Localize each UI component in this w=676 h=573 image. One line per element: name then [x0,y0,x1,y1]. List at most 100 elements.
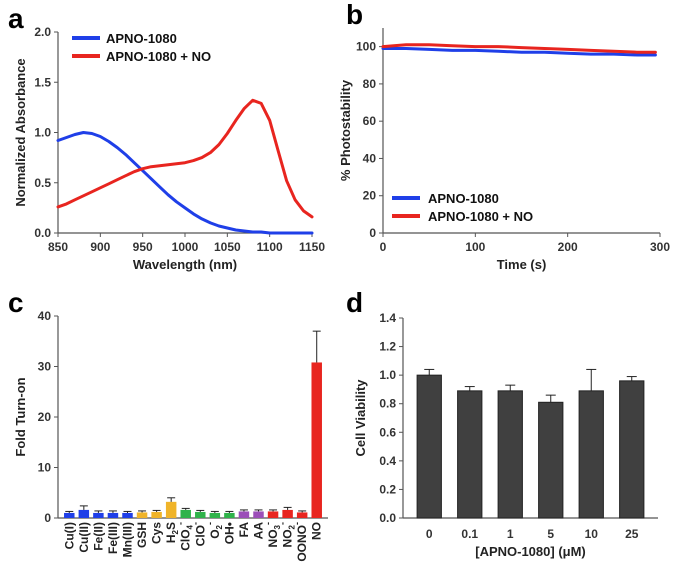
y-tick-label: 0.0 [34,226,51,240]
x-axis-label: Time (s) [497,257,547,272]
category-label: 10 [585,527,599,541]
category-label: ClO- [190,522,207,546]
panel-c: 0 10 20 30 40 Fold Turn-on Cu(I) Cu(II) Fe(II) Fe… [13,309,328,562]
panel-letter-a: a [8,3,24,34]
y-axis-label: % Photostability [338,79,353,181]
category-label: AA [252,522,266,540]
y-tick-label: 20 [38,410,52,424]
category-label: FA [237,522,251,538]
y-axis-label: Fold Turn-on [13,377,28,456]
bar [64,512,75,518]
bar [578,390,604,519]
bar [497,390,523,519]
bar [136,512,148,518]
category-label: GSH [135,522,149,548]
category-label: 1 [507,527,514,541]
bar [311,362,322,518]
category-label: Cu(I) [62,522,76,549]
y-tick-label: 40 [38,309,52,323]
y-tick-label: 0.0 [379,511,396,525]
legend-label: APNO-1080 [106,31,177,46]
y-tick-label: 0.4 [379,454,396,468]
category-label: 0.1 [461,527,478,541]
category-label: OONO- [292,522,309,562]
x-tick-label: 1100 [257,240,283,254]
y-tick-label: 40 [363,151,377,165]
category-label: NO2- [278,522,297,547]
series-line-2 [56,98,314,219]
bar [209,512,221,518]
panel-letter-d: d [346,287,363,318]
category-label: Cu(II) [77,522,91,553]
category-label: O2- [205,522,224,539]
x-tick-label: 300 [650,240,670,254]
legend-label: APNO-1080 [428,191,499,206]
y-tick-label: 1.0 [34,126,51,140]
panel-a: 0.0 0.5 1.0 1.5 2.0 850 900 950 1000 1050 1100 1150… [13,25,325,272]
category-label: NO3- [263,522,282,547]
y-tick-label: 100 [356,40,376,54]
y-tick-label: 0.6 [379,425,396,439]
bar [165,501,177,518]
category-label: 0 [426,527,433,541]
bar [78,509,90,518]
legend-label: APNO-1080 + NO [106,49,211,64]
y-axis-label: Normalized Absorbance [13,58,28,206]
bar [267,511,279,518]
x-tick-label: 200 [558,240,578,254]
bar [238,511,250,518]
bar [619,380,645,519]
y-tick-label: 80 [363,77,377,91]
bar [457,390,483,519]
category-label: 5 [547,527,554,541]
y-tick-label: 60 [363,114,377,128]
bar [107,512,119,518]
legend-label: APNO-1080 + NO [428,209,533,224]
x-tick-label: 100 [465,240,485,254]
category-label: 25 [625,527,639,541]
category-label: Cys [150,522,164,544]
x-tick-label: 900 [90,240,110,254]
y-tick-label: 30 [38,360,52,374]
y-tick-label: 1.0 [379,368,396,382]
bar [122,512,133,518]
bar [151,511,162,518]
y-axis-label: Cell Viability [353,379,368,457]
category-label: Mn(III) [121,522,135,557]
category-label: H2S [164,522,180,543]
bar [93,512,104,518]
y-tick-label: 1.2 [379,340,396,354]
y-tick-label: 0 [44,511,51,525]
x-tick-label: 850 [48,240,68,254]
x-tick-label: 1050 [214,240,241,254]
panel-d: 0.0 0.2 0.4 0.6 0.8 1.0 1.2 1.4 Cell Viability 0 0… [353,311,658,559]
bar [538,401,564,519]
y-tick-label: 0.2 [379,482,396,496]
x-tick-label: 0 [380,240,387,254]
category-label: Fe(III) [106,522,120,554]
series-line-2 [381,43,657,54]
bar [296,512,308,518]
x-tick-label: 1000 [172,240,199,254]
category-label: NO [310,522,324,540]
bar [416,374,442,519]
y-tick-label: 0.8 [379,397,396,411]
y-tick-label: 2.0 [34,25,51,39]
x-axis-label: [APNO-1080] (μM) [475,544,586,559]
category-label: ClO4- [176,522,195,551]
category-label: OH• [222,522,236,544]
panel-b: 0 20 40 60 80 100 0 100 200 300 Time (s) % Photosta… [338,28,670,272]
bar [195,511,206,518]
bar [180,509,191,518]
x-axis-label: Wavelength (nm) [133,257,237,272]
bar [224,512,235,518]
x-tick-label: 1150 [299,240,325,254]
panel-letter-b: b [346,0,363,30]
y-tick-label: 20 [363,189,377,203]
y-tick-label: 0.5 [34,176,51,190]
x-tick-label: 950 [133,240,153,254]
series-line-1 [381,47,657,57]
y-tick-label: 0 [369,226,376,240]
category-label: Fe(II) [91,522,105,551]
